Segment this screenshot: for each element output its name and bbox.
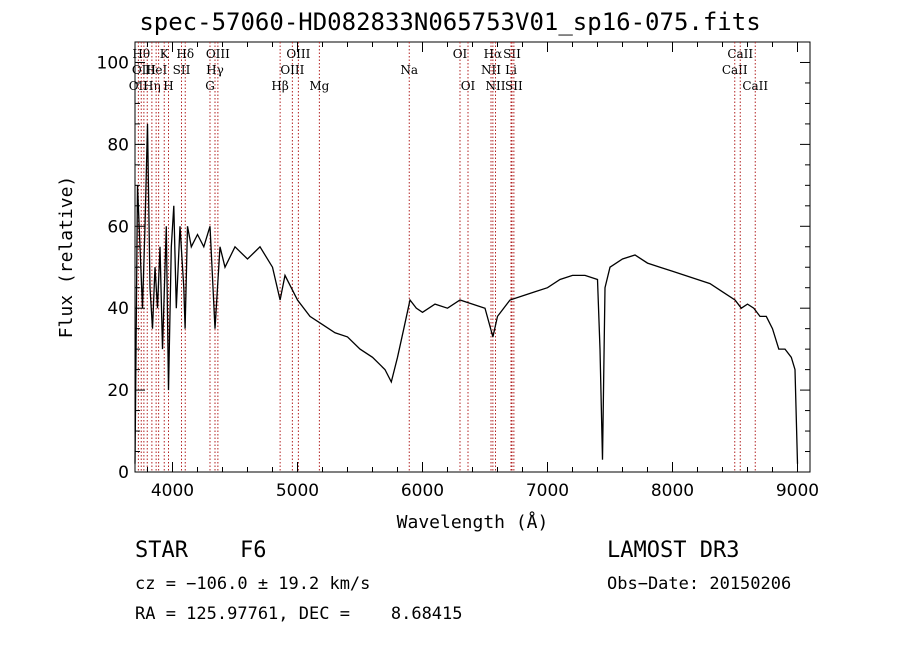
x-tick-label: 6000 bbox=[401, 481, 444, 501]
line-marker-label: OIII bbox=[206, 47, 230, 61]
line-marker-label: Mg bbox=[309, 79, 329, 93]
line-marker-label: Hθ bbox=[132, 47, 150, 61]
line-marker-label: SII bbox=[505, 79, 523, 93]
chart-title: spec-57060-HD082833N065753V01_sp16-075.f… bbox=[139, 8, 761, 36]
line-marker-label: Hβ bbox=[271, 79, 288, 93]
line-marker-label: Hη bbox=[143, 79, 161, 93]
object-class: STAR bbox=[135, 538, 188, 563]
line-marker-label: Hα bbox=[484, 47, 503, 61]
line-marker-label: CaII bbox=[742, 79, 768, 93]
y-tick-label: 40 bbox=[107, 299, 129, 319]
line-marker-label: Li bbox=[505, 63, 517, 77]
x-axis-label: Wavelength (Å) bbox=[397, 511, 549, 533]
line-marker-label: NII bbox=[486, 79, 506, 93]
x-tick-label: 4000 bbox=[151, 481, 194, 501]
line-marker-label: OIII bbox=[280, 63, 304, 77]
line-marker-label: NII bbox=[481, 63, 501, 77]
object-subclass: F6 bbox=[240, 538, 267, 563]
line-marker-label: Hδ bbox=[176, 47, 194, 61]
redshift-velocity: cz = −106.0 ± 19.2 km/s bbox=[135, 574, 371, 594]
line-marker-label: OIII bbox=[132, 63, 156, 77]
line-marker-label: OI bbox=[461, 79, 476, 93]
x-tick-label: 9000 bbox=[776, 481, 819, 501]
coordinates: RA = 125.97761, DEC = 8.68415 bbox=[135, 604, 463, 624]
line-marker-label: K bbox=[160, 47, 170, 61]
observation-date: Obs−Date: 20150206 bbox=[607, 574, 792, 594]
line-marker-label: HeI bbox=[145, 63, 168, 77]
line-marker-label: SII bbox=[173, 63, 191, 77]
y-tick-label: 80 bbox=[107, 135, 129, 155]
x-tick-label: 8000 bbox=[651, 481, 694, 501]
spectrum-series-line bbox=[134, 123, 799, 464]
y-tick-label: 20 bbox=[107, 381, 129, 401]
line-marker-label: H bbox=[163, 79, 173, 93]
line-marker-label: OIII bbox=[286, 47, 310, 61]
x-tick-label: 5000 bbox=[276, 481, 319, 501]
line-marker-label: SII bbox=[503, 47, 521, 61]
line-marker-label: G bbox=[205, 79, 215, 93]
plot-frame bbox=[134, 41, 811, 473]
line-marker-label: Hγ bbox=[206, 63, 224, 77]
survey-label: LAMOST DR3 bbox=[607, 538, 740, 563]
y-axis-label: Flux (relative) bbox=[56, 176, 77, 339]
y-tick-label: 0 bbox=[118, 463, 129, 483]
line-marker-label: CaII bbox=[722, 63, 748, 77]
line-marker-label: Na bbox=[400, 63, 418, 77]
line-marker-label: OI bbox=[453, 47, 468, 61]
x-tick-label: 7000 bbox=[526, 481, 569, 501]
y-tick-label: 60 bbox=[107, 217, 129, 237]
line-marker-label: CaII bbox=[727, 47, 753, 61]
y-tick-label: 100 bbox=[97, 53, 129, 73]
line-marker-label: OII bbox=[129, 79, 149, 93]
